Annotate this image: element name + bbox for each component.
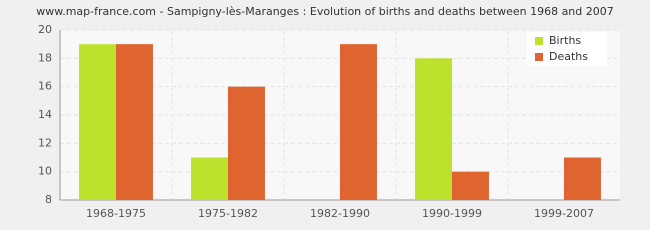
y-tick-label: 20 [38,23,52,36]
x-tick-label: 1975-1982 [198,207,258,220]
x-tick-label: 1990-1999 [422,207,482,220]
x-tick-label: 1968-1975 [86,207,146,220]
bar [79,44,116,200]
x-tick-label: 1982-1990 [310,207,370,220]
y-tick-label: 10 [38,165,52,178]
bar [564,157,601,200]
bar [415,58,452,201]
bar [452,171,489,200]
bar [191,157,228,200]
y-tick-label: 12 [38,136,52,149]
legend-swatch [535,53,543,61]
y-tick-label: 8 [45,193,52,206]
legend-label: Deaths [549,50,588,63]
legend-label: Births [549,34,581,47]
bar [116,44,153,200]
legend-swatch [535,37,543,45]
bar [340,44,377,200]
bar [228,86,265,200]
y-tick-label: 18 [38,51,52,64]
chart-title: www.map-france.com - Sampigny-lès-Marang… [36,5,614,18]
y-tick-label: 16 [38,80,52,93]
x-tick-label: 1999-2007 [534,207,594,220]
chart: www.map-france.com - Sampigny-lès-Marang… [0,0,650,230]
y-tick-label: 14 [38,108,52,121]
